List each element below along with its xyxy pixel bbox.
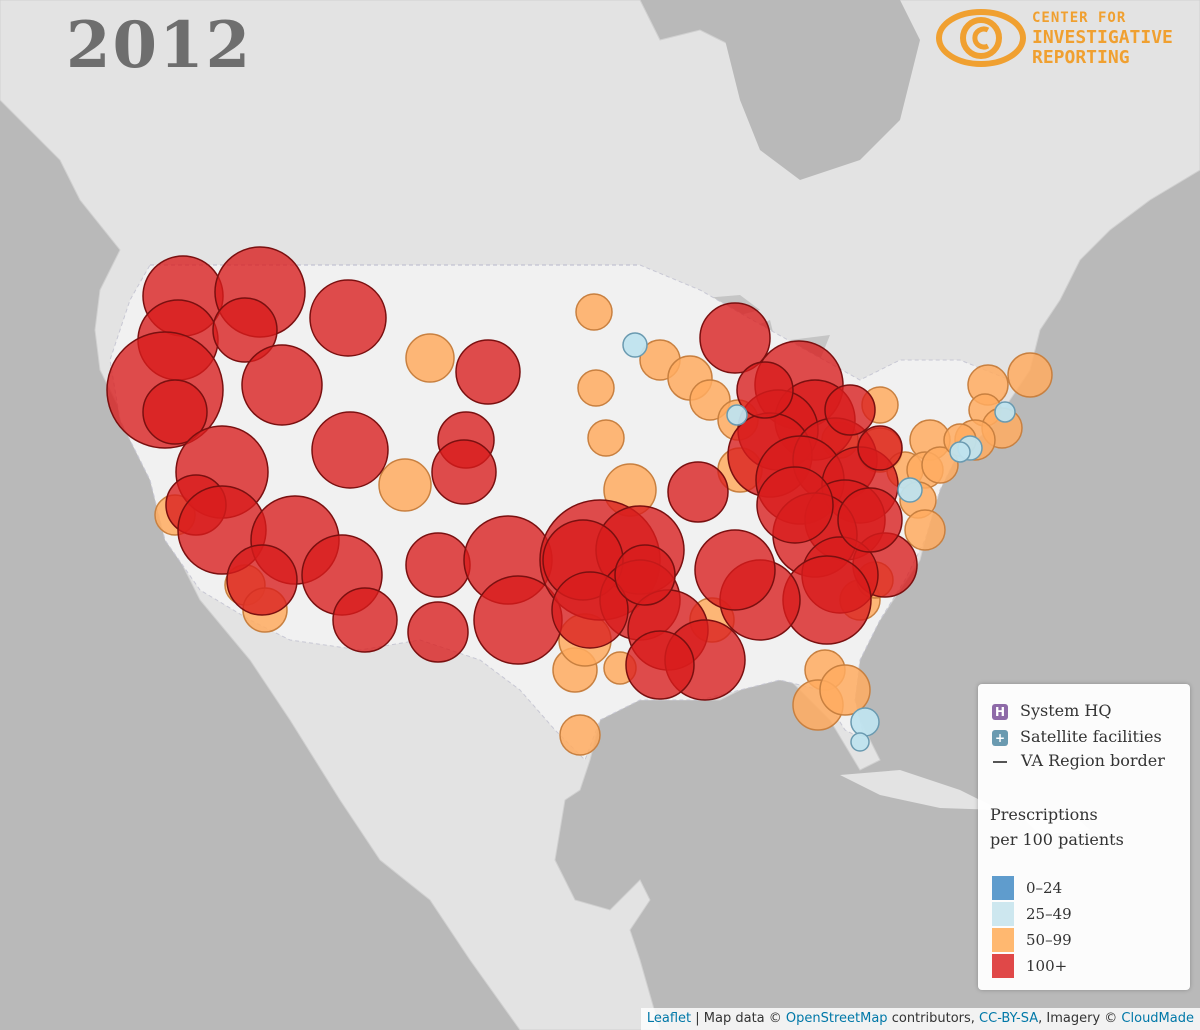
facility-bubble-100-plus[interactable] xyxy=(756,466,834,544)
logo-line-1: CENTER FOR xyxy=(1032,10,1127,26)
legend-region-border-label: VA Region border xyxy=(1021,751,1165,770)
legend-swatch xyxy=(992,902,1014,926)
facility-bubble-25-49[interactable] xyxy=(949,441,971,463)
logo-line-2: INVESTIGATIVE xyxy=(1032,27,1173,48)
facility-bubble-100-plus[interactable] xyxy=(551,571,629,649)
facility-bubble-50-99[interactable] xyxy=(587,419,625,457)
facility-bubble-100-plus[interactable] xyxy=(142,379,208,445)
facility-bubble-100-plus[interactable] xyxy=(311,411,389,489)
legend-bin-label: 0–24 xyxy=(1026,879,1063,897)
facility-bubble-50-99[interactable] xyxy=(904,509,946,551)
facility-bubbles xyxy=(106,246,1053,756)
logo-line-3: REPORTING xyxy=(1032,47,1130,68)
facility-bubble-100-plus[interactable] xyxy=(332,587,398,653)
facility-bubble-25-49[interactable] xyxy=(726,404,748,426)
legend-bin-0: 0–24 xyxy=(992,876,1062,900)
leaflet-link[interactable]: Leaflet xyxy=(646,1011,692,1026)
attribution-map-data: Map data © xyxy=(703,1011,782,1026)
facility-bubble-100-plus[interactable] xyxy=(837,487,903,553)
facility-bubble-100-plus[interactable] xyxy=(614,544,676,606)
facility-bubble-50-99[interactable] xyxy=(559,714,601,756)
legend-satellite: + Satellite facilities xyxy=(992,726,1162,748)
legend-swatch xyxy=(992,876,1014,900)
legend-swatch xyxy=(992,954,1014,978)
legend-system-hq: H System HQ xyxy=(992,700,1111,722)
legend-bin-3: 100+ xyxy=(992,954,1067,978)
legend-satellite-label: Satellite facilities xyxy=(1020,727,1162,746)
facility-bubble-100-plus[interactable] xyxy=(455,339,521,405)
legend-bin-label: 50–99 xyxy=(1026,931,1072,949)
legend-region-border: VA Region border xyxy=(992,750,1165,772)
legend-bin-label: 100+ xyxy=(1026,957,1068,975)
facility-bubble-25-49[interactable] xyxy=(994,401,1016,423)
attribution-contributors: contributors, xyxy=(891,1011,975,1026)
facility-bubble-100-plus[interactable] xyxy=(694,529,776,611)
facility-bubble-50-99[interactable] xyxy=(405,333,455,383)
facility-bubble-100-plus[interactable] xyxy=(212,297,278,363)
facility-bubble-100-plus[interactable] xyxy=(857,425,903,471)
facility-bubble-100-plus[interactable] xyxy=(309,279,387,357)
facility-bubble-100-plus[interactable] xyxy=(736,361,794,419)
hudson-bay xyxy=(720,0,920,180)
facility-bubble-100-plus[interactable] xyxy=(241,344,323,426)
facility-bubble-100-plus[interactable] xyxy=(431,439,497,505)
year-title: 2012 xyxy=(66,8,253,83)
facility-bubble-50-99[interactable] xyxy=(1007,352,1053,398)
cloudmade-link[interactable]: CloudMade xyxy=(1121,1011,1194,1026)
cuba-island xyxy=(840,770,1000,810)
facility-bubble-25-49[interactable] xyxy=(850,732,870,752)
facility-bubble-100-plus[interactable] xyxy=(405,532,471,598)
plus-icon: + xyxy=(992,729,1008,746)
attribution-imagery: , Imagery © xyxy=(1038,1011,1118,1026)
legend-swatch xyxy=(992,928,1014,952)
legend-bin-2: 50–99 xyxy=(992,928,1072,952)
legend-title-line-2: per 100 patients xyxy=(990,830,1124,849)
facility-bubble-100-plus[interactable] xyxy=(699,302,771,374)
legend-system-hq-label: System HQ xyxy=(1020,701,1112,720)
legend-bin-label: 25–49 xyxy=(1026,905,1072,923)
facility-bubble-25-49[interactable] xyxy=(622,332,648,358)
map-legend: H System HQ + Satellite facilities VA Regi… xyxy=(978,684,1190,990)
facility-bubble-50-99[interactable] xyxy=(575,293,613,331)
legend-title: Prescriptions per 100 patients xyxy=(990,802,1124,852)
facility-bubble-100-plus[interactable] xyxy=(824,384,876,436)
line-icon xyxy=(993,760,1007,763)
facility-bubble-25-49[interactable] xyxy=(850,707,880,737)
hospital-h-icon: H xyxy=(992,703,1008,720)
map-attribution: Leaflet | Map data © OpenStreetMap contr… xyxy=(640,1008,1200,1030)
attribution-separator: | xyxy=(695,1011,700,1026)
eye-c-icon xyxy=(936,9,1026,67)
facility-bubble-25-49[interactable] xyxy=(897,477,923,503)
legend-bin-1: 25–49 xyxy=(992,902,1072,926)
facility-bubble-100-plus[interactable] xyxy=(667,461,729,523)
facility-bubble-50-99[interactable] xyxy=(577,369,615,407)
osm-link[interactable]: OpenStreetMap xyxy=(785,1011,888,1026)
facility-bubble-50-99[interactable] xyxy=(819,664,871,716)
facility-bubble-50-99[interactable] xyxy=(921,446,959,484)
facility-bubble-100-plus[interactable] xyxy=(625,630,695,700)
facility-bubble-100-plus[interactable] xyxy=(407,601,469,663)
cir-logo[interactable]: CENTER FOR INVESTIGATIVE REPORTING xyxy=(936,6,1196,70)
legend-title-line-1: Prescriptions xyxy=(990,805,1098,824)
facility-bubble-50-99[interactable] xyxy=(378,458,432,512)
facility-bubble-100-plus[interactable] xyxy=(226,544,298,616)
license-link[interactable]: CC-BY-SA xyxy=(979,1011,1039,1026)
